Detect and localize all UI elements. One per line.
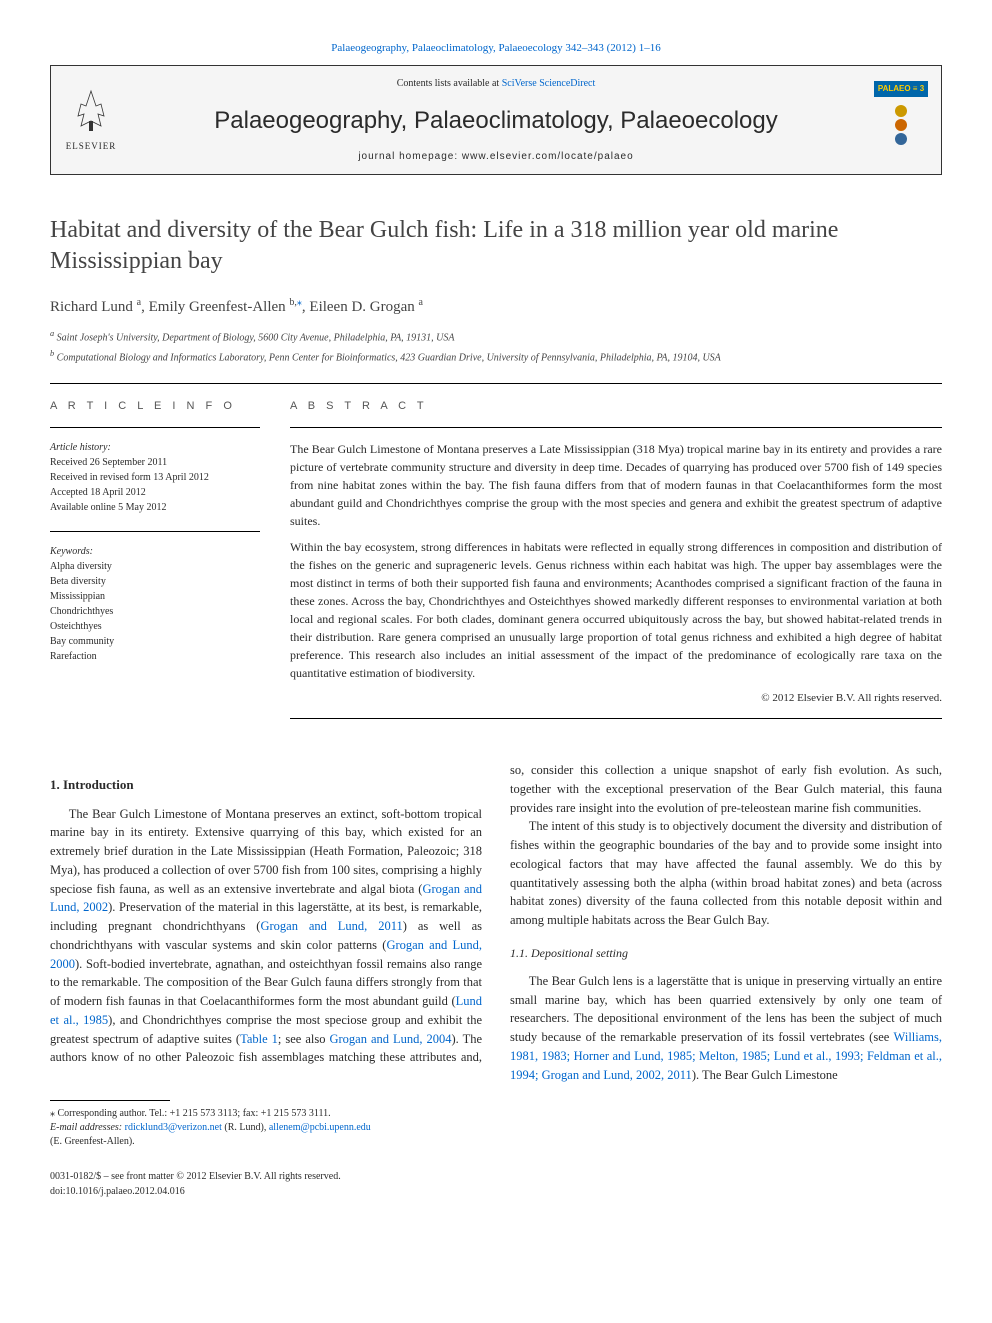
keyword-1: Alpha diversity <box>50 559 260 574</box>
elsevier-tree-icon <box>66 86 116 136</box>
palaeo-badge: PALAEO ≡ 3 <box>874 81 928 97</box>
palaeo-logo: PALAEO ≡ 3 <box>861 75 941 165</box>
affiliation-b: b Computational Biology and Informatics … <box>50 348 942 365</box>
contents-line: Contents lists available at SciVerse Sci… <box>141 76 851 91</box>
ref-grogan-lund-2011[interactable]: Grogan and Lund, 2011 <box>260 919 402 933</box>
front-matter: 0031-0182/$ – see front matter © 2012 El… <box>50 1169 341 1184</box>
article-title: Habitat and diversity of the Bear Gulch … <box>50 215 942 277</box>
palaeo-circles-icon <box>895 103 907 147</box>
section-1-p2: The intent of this study is to objective… <box>510 817 942 930</box>
abstract-p2: Within the bay ecosystem, strong differe… <box>290 538 942 682</box>
journal-header: ELSEVIER Contents lists available at Sci… <box>50 65 942 175</box>
section-1-1-heading: 1.1. Depositional setting <box>510 944 942 962</box>
sciencedirect-link[interactable]: SciVerse ScienceDirect <box>502 78 596 89</box>
circle-2 <box>895 119 907 131</box>
email-addresses: E-mail addresses: rdicklund3@verizon.net… <box>50 1121 942 1135</box>
history-label: Article history: <box>50 440 260 455</box>
keyword-6: Bay community <box>50 634 260 649</box>
ref-table-1[interactable]: Table 1 <box>240 1032 278 1046</box>
keywords-label: Keywords: <box>50 544 260 559</box>
abstract-heading: A B S T R A C T <box>290 398 942 415</box>
corresponding-author: ⁎ Corresponding author. Tel.: +1 215 573… <box>50 1107 942 1121</box>
history-online: Available online 5 May 2012 <box>50 500 260 515</box>
article-history: Article history: Received 26 September 2… <box>50 440 260 515</box>
section-1-heading: 1. Introduction <box>50 775 482 795</box>
keyword-4: Chondrichthyes <box>50 604 260 619</box>
keyword-2: Beta diversity <box>50 574 260 589</box>
abstract-copyright: © 2012 Elsevier B.V. All rights reserved… <box>290 690 942 707</box>
ref-grogan-lund-2004[interactable]: Grogan and Lund, 2004 <box>329 1032 451 1046</box>
journal-reference-top: Palaeogeography, Palaeoclimatology, Pala… <box>50 40 942 57</box>
history-received: Received 26 September 2011 <box>50 455 260 470</box>
elsevier-logo: ELSEVIER <box>51 75 131 165</box>
abstract-p1: The Bear Gulch Limestone of Montana pres… <box>290 440 942 530</box>
footnote-rule <box>50 1100 170 1101</box>
article-info-heading: A R T I C L E I N F O <box>50 398 260 415</box>
keywords-block: Keywords: Alpha diversity Beta diversity… <box>50 544 260 664</box>
bottom-info: 0031-0182/$ – see front matter © 2012 El… <box>50 1169 942 1199</box>
keyword-7: Rarefaction <box>50 649 260 664</box>
affiliation-a: a Saint Joseph's University, Department … <box>50 328 942 345</box>
abstract-column: A B S T R A C T The Bear Gulch Limestone… <box>290 398 942 731</box>
abstract-rule <box>290 427 942 428</box>
journal-header-center: Contents lists available at SciVerse Sci… <box>131 66 861 174</box>
history-revised: Received in revised form 13 April 2012 <box>50 470 260 485</box>
email-greenfest-allen[interactable]: allenem@pcbi.upenn.edu <box>269 1122 371 1133</box>
elsevier-label: ELSEVIER <box>66 140 117 154</box>
affiliations: a Saint Joseph's University, Department … <box>50 328 942 365</box>
section-1-1-p1: The Bear Gulch lens is a lagerstätte tha… <box>510 972 942 1085</box>
rule-above-info <box>50 383 942 384</box>
keyword-5: Osteichthyes <box>50 619 260 634</box>
journal-homepage: journal homepage: www.elsevier.com/locat… <box>141 149 851 164</box>
history-accepted: Accepted 18 April 2012 <box>50 485 260 500</box>
body-text: 1. Introduction The Bear Gulch Limestone… <box>50 761 942 1084</box>
authors: Richard Lund a, Emily Greenfest-Allen b,… <box>50 295 942 319</box>
journal-ref-link[interactable]: Palaeogeography, Palaeoclimatology, Pala… <box>331 42 660 54</box>
email-lund[interactable]: rdicklund3@verizon.net <box>125 1122 222 1133</box>
doi: doi:10.1016/j.palaeo.2012.04.016 <box>50 1184 341 1199</box>
abstract-bottom-rule <box>290 718 942 719</box>
circle-3 <box>895 133 907 145</box>
journal-title: Palaeogeography, Palaeoclimatology, Pala… <box>141 103 851 139</box>
info-rule-2 <box>50 531 260 532</box>
footnotes: ⁎ Corresponding author. Tel.: +1 215 573… <box>50 1107 942 1149</box>
article-info-column: A R T I C L E I N F O Article history: R… <box>50 398 260 731</box>
info-rule-1 <box>50 427 260 428</box>
circle-1 <box>895 105 907 117</box>
email-name-2: (E. Greenfest-Allen). <box>50 1135 942 1149</box>
abstract-text: The Bear Gulch Limestone of Montana pres… <box>290 440 942 682</box>
contents-prefix: Contents lists available at <box>397 78 502 89</box>
keyword-3: Mississippian <box>50 589 260 604</box>
